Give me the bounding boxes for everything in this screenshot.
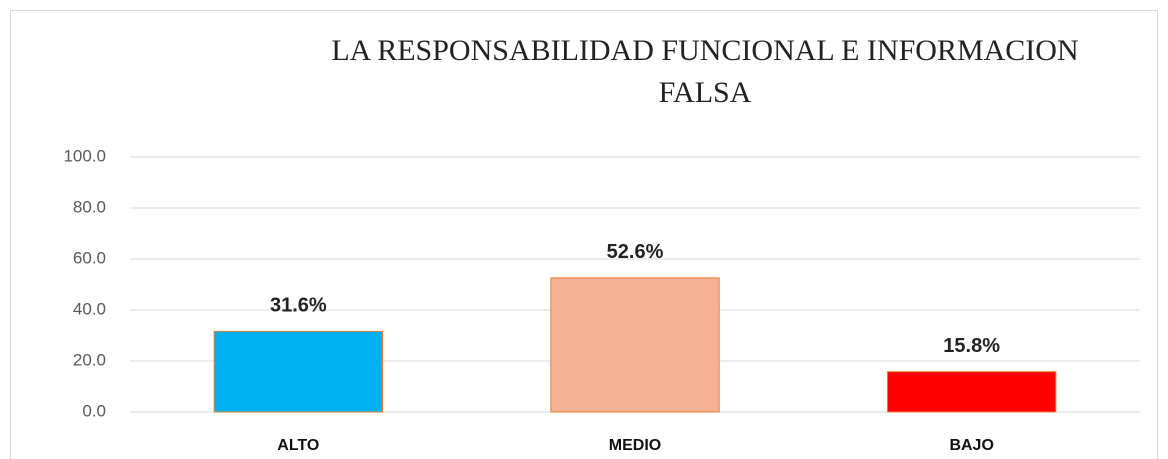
y-tick-label: 80.0	[73, 197, 106, 216]
bar	[550, 277, 720, 413]
bar	[887, 371, 1057, 413]
y-tick-label: 0.0	[82, 401, 106, 420]
chart-frame	[10, 10, 1158, 459]
y-tick-label: 100.0	[63, 146, 106, 165]
y-tick-label: 40.0	[73, 299, 106, 318]
y-tick-label: 60.0	[73, 248, 106, 267]
y-tick-label: 20.0	[73, 350, 106, 369]
value-label: 15.8%	[943, 335, 1000, 357]
x-tick-label: BAJO	[949, 437, 993, 454]
chart-title: LA RESPONSABILIDAD FUNCIONAL E INFORMACI…	[331, 34, 1079, 109]
x-tick-label: ALTO	[277, 437, 319, 454]
value-label: 31.6%	[270, 295, 327, 317]
value-label: 52.6%	[607, 241, 664, 263]
x-tick-label: MEDIO	[609, 437, 661, 454]
bar	[213, 330, 383, 413]
